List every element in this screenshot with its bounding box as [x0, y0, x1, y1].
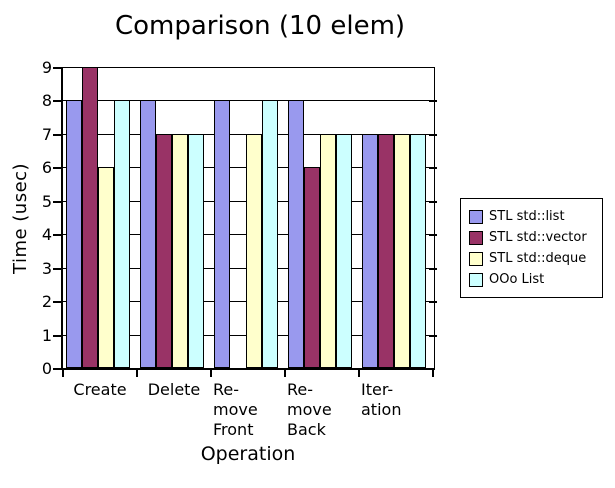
y-tick-right	[429, 234, 437, 237]
legend-item: OOo List	[469, 269, 594, 290]
bar	[98, 167, 114, 368]
bar	[188, 133, 204, 368]
bar	[172, 133, 188, 368]
bar	[66, 100, 82, 368]
bar	[394, 133, 410, 368]
bar	[378, 133, 394, 368]
legend-label: STL std::deque	[489, 251, 587, 266]
y-tick-label: 4	[41, 225, 52, 245]
y-tick-right	[429, 100, 437, 103]
x-category-label: Create	[73, 380, 127, 399]
y-tick-label: 0	[41, 359, 52, 378]
x-tick	[136, 369, 138, 377]
bar	[246, 133, 262, 368]
bar	[114, 100, 130, 368]
legend-swatch	[469, 272, 483, 287]
y-tick	[53, 133, 61, 136]
x-tick	[358, 369, 360, 377]
y-tick	[53, 67, 61, 69]
y-tick-right	[429, 167, 437, 170]
x-tick	[432, 369, 434, 377]
y-tick	[53, 334, 61, 337]
plot-area	[61, 67, 435, 370]
y-axis-title: Time (usec)	[10, 162, 31, 275]
x-category-label: Iter- ation	[361, 380, 402, 419]
bar	[140, 100, 156, 368]
bar	[362, 133, 378, 368]
bar	[82, 67, 98, 368]
legend-swatch	[469, 209, 483, 224]
y-tick	[53, 267, 61, 270]
y-tick	[53, 100, 61, 103]
y-tick	[53, 301, 61, 304]
y-tick-right	[429, 301, 437, 304]
y-tick-label: 1	[41, 325, 52, 345]
legend-item: STL std::list	[469, 206, 594, 227]
y-tick-label: 7	[41, 124, 52, 144]
y-tick-label: 9	[41, 58, 52, 77]
bar	[262, 100, 278, 368]
y-tick	[53, 200, 61, 203]
x-tick	[62, 369, 64, 377]
legend-swatch	[469, 230, 483, 245]
y-tick	[53, 368, 61, 370]
y-tick-label: 8	[41, 91, 52, 111]
legend-item: STL std::deque	[469, 248, 594, 269]
y-tick-right	[429, 133, 437, 136]
bar	[304, 167, 320, 368]
x-axis-title: Operation	[200, 443, 296, 465]
bar	[320, 133, 336, 368]
y-tick-right	[429, 334, 437, 337]
x-tick	[284, 369, 286, 377]
y-tick-label: 2	[41, 292, 52, 312]
y-tick-label: 6	[41, 158, 52, 178]
bar	[336, 133, 352, 368]
bar	[410, 133, 426, 368]
legend-label: OOo List	[489, 272, 545, 287]
x-category-label: Re- move Back	[287, 380, 332, 439]
bar	[156, 133, 172, 368]
y-tick	[53, 167, 61, 170]
x-tick	[210, 369, 212, 377]
y-tick-right	[429, 267, 437, 270]
bar	[214, 100, 230, 368]
legend-swatch	[469, 251, 483, 266]
y-tick-label: 5	[41, 191, 52, 211]
legend-label: STL std::list	[489, 209, 565, 224]
y-tick	[53, 234, 61, 237]
y-tick-right	[429, 200, 437, 203]
legend-item: STL std::vector	[469, 227, 594, 248]
legend-label: STL std::vector	[489, 230, 587, 245]
gridline	[63, 100, 434, 102]
y-tick-label: 3	[41, 258, 52, 278]
bar	[288, 100, 304, 368]
chart-title: Comparison (10 elem)	[114, 11, 406, 41]
x-category-label: Re- move Front	[213, 380, 258, 439]
x-category-label: Delete	[147, 380, 201, 399]
